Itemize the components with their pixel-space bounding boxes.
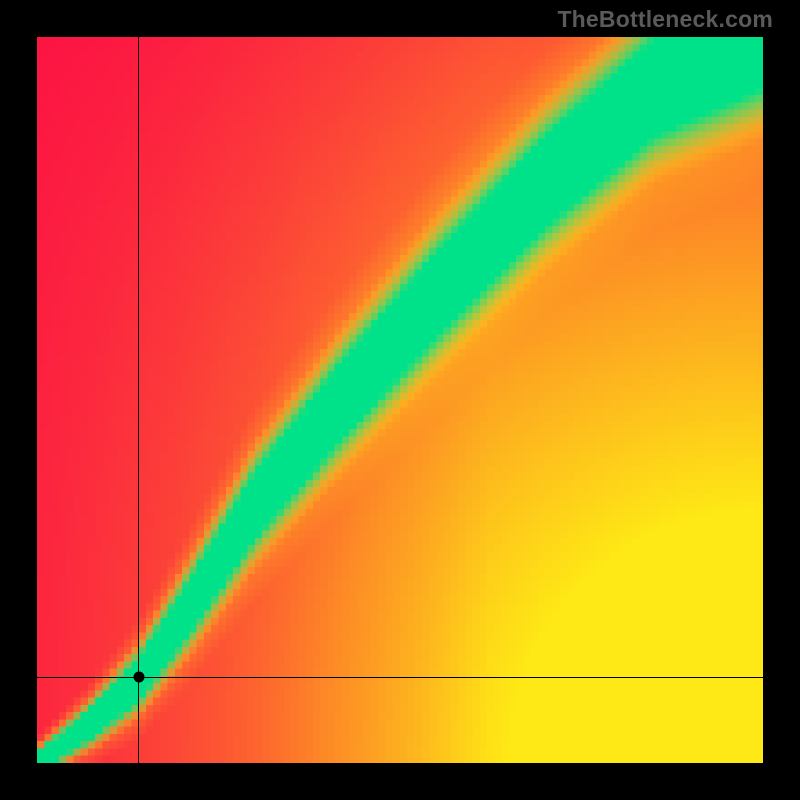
attribution-label: TheBottleneck.com bbox=[557, 6, 773, 33]
bottleneck-heatmap bbox=[37, 37, 763, 763]
chart-stage: TheBottleneck.com bbox=[0, 0, 800, 800]
